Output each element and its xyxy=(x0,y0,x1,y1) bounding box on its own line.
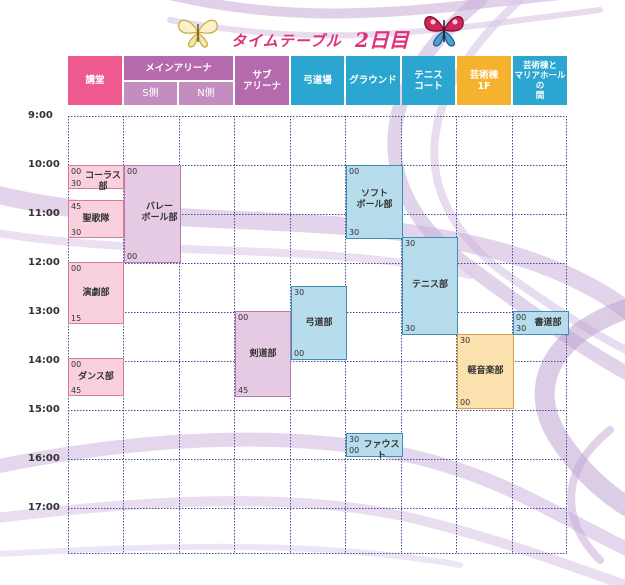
event-start: 30 xyxy=(405,239,416,248)
event-start: 30 xyxy=(294,288,305,297)
header-geijutsu-1f: 芸術棟 1F xyxy=(457,56,511,105)
header-ground: グラウンド xyxy=(346,56,400,105)
event-label: 軽音楽部 xyxy=(467,366,504,376)
header-maria-hall: 芸術棟と マリアホールの 間 xyxy=(513,56,567,105)
event-label: ファウスト xyxy=(363,440,400,461)
event-label: 聖歌隊 xyxy=(82,214,110,224)
event-end: 00 xyxy=(460,398,471,407)
event-chorus[interactable]: 00 コーラス部 30 xyxy=(68,165,124,192)
event-start: 00 xyxy=(238,313,249,322)
event-label: ソフト ボール部 xyxy=(356,189,393,210)
time-label: 16:00 xyxy=(28,453,60,464)
time-label: 13:00 xyxy=(28,306,60,317)
event-faust[interactable]: 30 ファウスト 00 xyxy=(346,433,403,461)
event-end: 00 xyxy=(294,349,305,358)
event-end: 30 xyxy=(349,228,360,237)
title-area: タイムテーブル 2日目 xyxy=(175,10,475,54)
time-label: 11:00 xyxy=(28,208,60,219)
header-sub-arena: サブ アリーナ xyxy=(235,56,289,105)
event-label: 弓道部 xyxy=(305,318,333,328)
event-volleyball[interactable]: 00 バレー ボール部 00 xyxy=(124,165,181,263)
header-tennis-court: テニス コート xyxy=(402,56,455,105)
event-shodo[interactable]: 00 書道部 30 xyxy=(513,311,569,335)
header-kyudojo: 弓道場 xyxy=(291,56,344,105)
event-tennis[interactable]: 30 テニス部 30 xyxy=(402,237,458,335)
event-start: 00 xyxy=(71,360,82,369)
time-label: 10:00 xyxy=(28,159,60,170)
event-start: 00 xyxy=(71,167,82,176)
event-label: テニス部 xyxy=(411,280,448,290)
event-start: 00 xyxy=(516,313,527,322)
header-kodo: 講堂 xyxy=(68,56,122,105)
header-main-arena: メインアリーナ xyxy=(124,56,233,80)
title-day: 2日目 xyxy=(355,28,409,52)
event-end: 30 xyxy=(71,228,82,237)
time-label: 15:00 xyxy=(28,404,60,415)
event-end: 45 xyxy=(238,386,249,395)
event-start: 00 xyxy=(127,167,138,176)
time-label: 14:00 xyxy=(28,355,60,366)
event-engeki[interactable]: 00 演劇部 15 xyxy=(68,262,124,324)
event-seikatai[interactable]: 45 聖歌隊 30 xyxy=(68,200,124,238)
event-start: 00 xyxy=(349,167,360,176)
event-end: 30 xyxy=(516,324,527,333)
event-label: 剣道部 xyxy=(249,349,277,359)
event-start: 30 xyxy=(460,336,471,345)
event-label: バレー ボール部 xyxy=(141,202,178,223)
event-label: コーラス部 xyxy=(85,171,121,192)
event-label: 演劇部 xyxy=(82,288,110,298)
event-end: 00 xyxy=(127,252,138,261)
event-label: ダンス部 xyxy=(78,372,114,382)
event-keiongaku[interactable]: 30 軽音楽部 00 xyxy=(457,334,514,409)
butterfly-right-icon xyxy=(424,16,464,47)
event-label: 書道部 xyxy=(534,318,562,328)
event-start: 00 xyxy=(71,264,82,273)
event-start: 45 xyxy=(71,202,82,211)
time-label: 9:00 xyxy=(28,110,53,121)
event-dance[interactable]: 00 ダンス部 45 xyxy=(68,358,124,396)
time-label: 12:00 xyxy=(28,257,60,268)
event-end: 45 xyxy=(71,386,82,395)
event-softball[interactable]: 00 ソフト ボール部 30 xyxy=(346,165,403,239)
header-s-side: S側 xyxy=(124,82,177,105)
event-kendo[interactable]: 00 剣道部 45 xyxy=(235,311,291,397)
time-label: 17:00 xyxy=(28,502,60,513)
event-end: 30 xyxy=(405,324,416,333)
event-end: 00 xyxy=(349,446,360,455)
event-end: 15 xyxy=(71,314,82,323)
event-end: 30 xyxy=(71,179,82,188)
header-n-side: N側 xyxy=(179,82,233,105)
title-text: タイムテーブル xyxy=(231,32,342,50)
butterfly-left-icon xyxy=(178,19,218,48)
event-start: 30 xyxy=(349,435,360,444)
event-kyudo[interactable]: 30 弓道部 00 xyxy=(291,286,347,360)
